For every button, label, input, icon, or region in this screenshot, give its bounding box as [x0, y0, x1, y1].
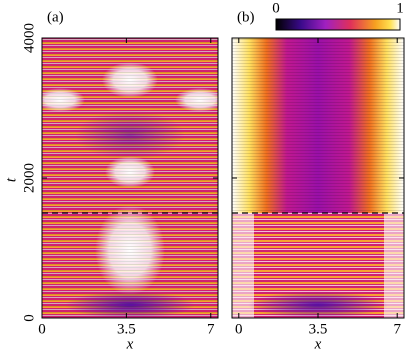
x-axis-label: x [314, 336, 322, 352]
x-tick-label: 0 [38, 321, 46, 337]
colorbar [275, 18, 401, 31]
y-axis-label: t [3, 177, 19, 182]
panel-label: (b) [237, 9, 255, 25]
x-axis-label: x [126, 336, 134, 352]
colorbar-tick-label: 0 [272, 0, 280, 16]
x-tick-label: 3.5 [309, 321, 328, 337]
x-tick-label: 7 [393, 321, 401, 337]
y-tick-label: 4000 [21, 23, 37, 53]
heatmap-a [35, 38, 225, 319]
colorbar-tick-label: 1 [396, 0, 404, 16]
x-tick-label: 0 [235, 321, 243, 337]
x-tick-label: 3.5 [117, 321, 136, 337]
panel-label: (a) [47, 9, 64, 25]
heatmap-b [232, 38, 404, 319]
y-tick-label: 0 [21, 314, 37, 322]
y-tick-label: 2000 [21, 163, 37, 193]
x-tick-label: 7 [207, 321, 215, 337]
